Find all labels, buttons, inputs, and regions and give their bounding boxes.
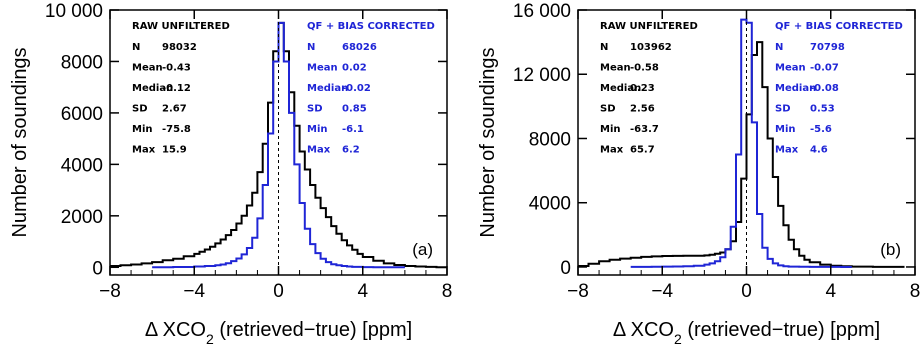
qf-histogram-line-a: [152, 21, 405, 269]
stat-label-b: SD: [775, 104, 791, 115]
x-axis-label-subscript-a: 2: [206, 331, 214, 345]
panel-label-a: (a): [412, 240, 433, 259]
stat-label-a: Min: [307, 124, 328, 135]
x-axis-label-prefix-a: Δ XCO: [145, 319, 206, 341]
stat-value-b: 65.7: [630, 145, 655, 156]
stat-label-b: SD: [600, 104, 616, 115]
stat-label-a: N: [132, 42, 140, 53]
stat-value-a: 0.02: [342, 63, 367, 74]
qf-stats-b: QF + BIAS CORRECTED N 70798 Mean -0.07 Media…: [775, 21, 903, 156]
x-tick-label-a: −8: [99, 281, 121, 302]
stat-value-a: 0.85: [342, 104, 367, 115]
y-tick-label-b: 4000: [529, 194, 571, 215]
x-tick-label-a: 4: [357, 281, 368, 302]
stat-label-a: Max: [132, 145, 156, 156]
qf-histogram-line-b: [630, 18, 852, 268]
stat-label-b: Mean: [600, 63, 631, 74]
stat-label-b: N: [600, 42, 608, 53]
y-tick-label-b: 8000: [529, 129, 571, 150]
y-tick-label-b: 16 000: [513, 1, 571, 22]
y-tick-label-a: 2000: [61, 207, 103, 228]
x-tick-label-b: 8: [910, 281, 921, 302]
raw-stats-b: RAW UNFILTERED N 103962 Mean -0.58 Median0.2…: [600, 21, 698, 156]
stat-value-a: 2.67: [162, 104, 187, 115]
x-axis-label-b: Δ XCO2 (retrieved−true) [ppm]: [613, 319, 880, 345]
stat-label-b: Mean: [775, 63, 806, 74]
stat-value-a: -0.43: [162, 63, 191, 74]
stat-label-b: Median: [600, 83, 641, 94]
x-axis-label-subscript-b: 2: [674, 331, 682, 345]
stat-value-b: -0.08: [810, 83, 839, 94]
qf-stats-a: QF + BIAS CORRECTED N 68026 Mean 0.02 Median…: [307, 21, 435, 156]
stat-label-a: Median: [307, 83, 348, 94]
raw-series-name-b: RAW UNFILTERED: [600, 21, 698, 32]
stat-value-a: 6.2: [342, 145, 360, 156]
y-tick-label-b: 12 000: [513, 65, 571, 86]
stat-label-b: Min: [600, 124, 621, 135]
stat-value-a: -0.12: [162, 83, 191, 94]
x-axis-label-a: Δ XCO2 (retrieved−true) [ppm]: [145, 319, 412, 345]
raw-series-name-a: RAW UNFILTERED: [132, 21, 230, 32]
y-tick-label-a: 6000: [61, 104, 103, 125]
stat-value-a: -75.8: [162, 124, 191, 135]
x-tick-label-b: −8: [567, 281, 589, 302]
x-axis-label-suffix-a: (retrieved−true) [ppm]: [214, 319, 412, 341]
stat-value-b: -0.58: [630, 63, 659, 74]
stat-label-b: Max: [775, 145, 799, 156]
x-tick-label-a: 0: [273, 281, 284, 302]
y-tick-label-b: 0: [560, 258, 571, 279]
x-tick-label-a: 8: [442, 281, 453, 302]
stat-label-a: Median: [132, 83, 173, 94]
x-tick-label-b: 4: [825, 281, 836, 302]
y-tick-label-a: 0: [92, 258, 103, 279]
stat-value-a: 15.9: [162, 145, 187, 156]
y-axis-label-b: Number of soundings: [477, 47, 499, 237]
stat-value-b: 2.56: [630, 104, 655, 115]
qf-series-name-b: QF + BIAS CORRECTED: [775, 21, 903, 32]
stat-value-a: -0.02: [342, 83, 371, 94]
stat-value-b: -0.07: [810, 63, 839, 74]
y-axis-label-a: Number of soundings: [9, 47, 31, 237]
panel-a: −8 −4 0 4 8 0 2000 4000 6000 8000 10 000 RAW UNFIL…: [9, 1, 452, 345]
x-tick-label-b: −4: [651, 281, 673, 302]
y-tick-label-a: 10 000: [45, 1, 103, 22]
stat-label-a: SD: [307, 104, 323, 115]
stat-value-a: -6.1: [342, 124, 364, 135]
stat-label-a: Max: [307, 145, 331, 156]
stat-value-b: 70798: [810, 42, 845, 53]
stat-label-a: Min: [132, 124, 153, 135]
stat-label-b: Min: [775, 124, 796, 135]
panel-label-b: (b): [880, 240, 901, 259]
stat-value-a: 68026: [342, 42, 377, 53]
x-tick-label-b: 0: [741, 281, 752, 302]
stat-value-b: 4.6: [810, 145, 828, 156]
stat-label-a: Mean: [307, 63, 338, 74]
raw-histogram-line-b: [578, 41, 905, 268]
stat-value-b: -5.6: [810, 124, 832, 135]
stat-label-a: Mean: [132, 63, 163, 74]
x-axis-label-prefix-b: Δ XCO: [613, 319, 674, 341]
stat-label-b: Median: [775, 83, 816, 94]
x-tick-label-a: −4: [183, 281, 205, 302]
stat-label-b: Max: [600, 145, 624, 156]
y-tick-label-a: 8000: [61, 52, 103, 73]
stat-label-a: SD: [132, 104, 148, 115]
stat-label-b: N: [775, 42, 783, 53]
qf-series-name-a: QF + BIAS CORRECTED: [307, 21, 435, 32]
panel-b: −8 −4 0 4 8 0 4000 8000 12 000 16 000 RAW UNFILTE…: [477, 1, 920, 345]
stat-value-b: -63.7: [630, 124, 659, 135]
stat-value-b: 103962: [630, 42, 672, 53]
stat-value-a: 98032: [162, 42, 197, 53]
stat-value-b: 0.23: [630, 83, 655, 94]
raw-stats-a: RAW UNFILTERED N 98032 Mean -0.43 Median-0.1…: [132, 21, 230, 156]
stat-value-b: 0.53: [810, 104, 835, 115]
x-axis-label-suffix-b: (retrieved−true) [ppm]: [682, 319, 880, 341]
stat-label-a: N: [307, 42, 315, 53]
y-tick-label-a: 4000: [61, 155, 103, 176]
